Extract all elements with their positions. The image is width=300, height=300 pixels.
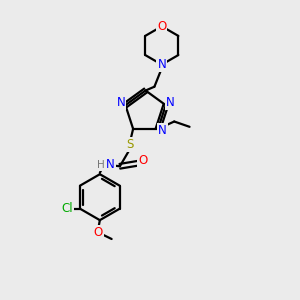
Text: S: S (127, 138, 134, 151)
Text: O: O (157, 20, 167, 33)
Text: O: O (138, 154, 147, 167)
Text: N: N (158, 124, 167, 137)
Text: H: H (97, 160, 105, 170)
Text: O: O (94, 226, 103, 239)
Text: N: N (166, 96, 175, 109)
Text: N: N (158, 58, 166, 71)
Text: N: N (106, 158, 115, 171)
Text: N: N (117, 96, 125, 109)
Text: Cl: Cl (61, 202, 73, 215)
